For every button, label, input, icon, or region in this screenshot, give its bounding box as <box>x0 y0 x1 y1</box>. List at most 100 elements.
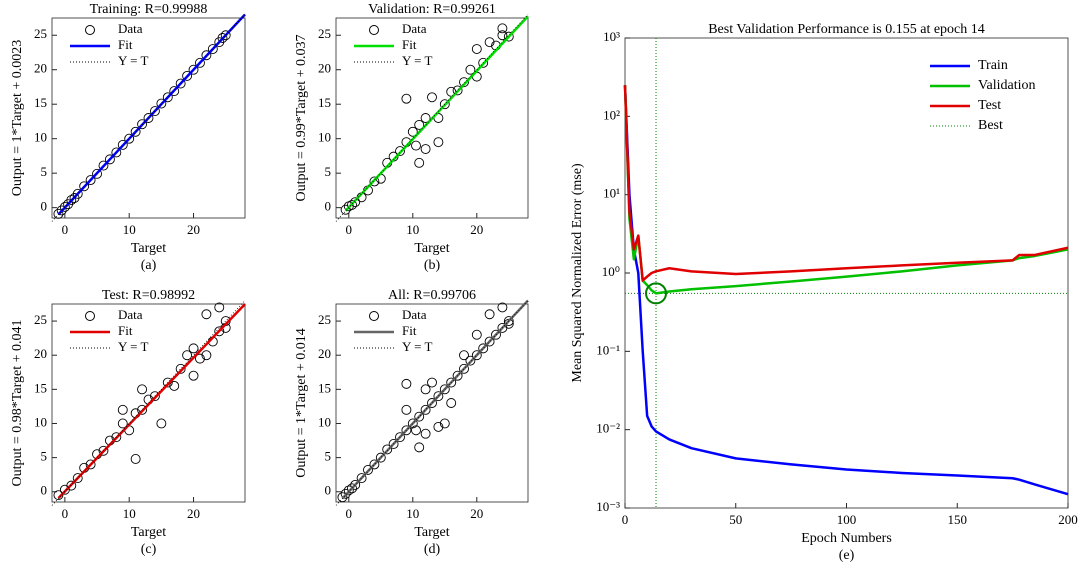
data-point <box>388 439 399 449</box>
data-point <box>452 85 463 96</box>
data-point <box>439 384 450 395</box>
data-point <box>85 175 96 186</box>
y-axis-label: Output = 0.98*Target + 0.041 <box>10 320 25 487</box>
data-point <box>347 483 357 494</box>
data-point <box>220 30 231 41</box>
legend-label: Train <box>978 58 1008 73</box>
y-tick-label: 10 <box>318 414 331 429</box>
data-point <box>111 432 122 443</box>
data-point <box>117 139 128 150</box>
x-axis-label: Target <box>131 241 166 256</box>
y-tick-label: 10⁻² <box>596 421 620 436</box>
data-point <box>340 488 351 499</box>
axes-box <box>335 303 529 503</box>
data-point <box>427 92 437 103</box>
data-point <box>188 343 199 354</box>
data-point <box>156 98 167 109</box>
data-point <box>350 197 361 208</box>
data-point <box>137 404 148 415</box>
y-tick-label: 25 <box>318 26 331 41</box>
x-tick-label: 0 <box>62 222 69 237</box>
data-point <box>382 444 393 455</box>
data-point <box>420 384 431 395</box>
x-tick-label: 10 <box>123 222 136 237</box>
data-point <box>117 404 128 415</box>
data-point <box>214 302 225 313</box>
data-point <box>340 204 351 215</box>
y-tick-label: 20 <box>34 346 47 361</box>
data-point <box>92 168 102 179</box>
y-tick-label: 0 <box>325 199 332 214</box>
y-tick-label: 20 <box>318 61 331 76</box>
data-point <box>130 454 141 464</box>
fit-line <box>57 13 246 216</box>
data-point <box>188 64 199 75</box>
legend-label: Y = T <box>118 339 149 354</box>
x-axis-label: Target <box>414 525 449 540</box>
data-point <box>356 473 367 484</box>
x-tick-label: 10 <box>123 506 136 521</box>
legend-marker <box>369 311 379 321</box>
legend-label: Data <box>402 307 427 322</box>
y-tick-label: 5 <box>325 449 332 464</box>
data-point <box>459 77 469 88</box>
data-point <box>66 195 77 206</box>
data-point <box>143 113 154 123</box>
y-tick-label: 0 <box>325 483 332 498</box>
y-axis-label: Output = 0.99*Target + 0.037 <box>294 35 309 202</box>
data-point <box>72 188 83 199</box>
data-point <box>484 37 495 48</box>
data-point <box>117 418 128 429</box>
series-line <box>623 85 1069 282</box>
x-tick-label: 20 <box>187 506 200 521</box>
legend-marker <box>85 311 95 321</box>
axes-box <box>335 17 529 219</box>
data-point <box>491 329 501 340</box>
data-point <box>350 479 361 490</box>
data-point <box>427 377 437 388</box>
y-tick-label: 15 <box>318 380 331 395</box>
y-tick-label: 10 <box>318 130 331 145</box>
legend-label: Fit <box>402 37 417 52</box>
data-point <box>182 350 193 361</box>
data-point <box>53 208 64 219</box>
x-axis-label: Target <box>131 525 166 540</box>
data-point <box>79 181 90 192</box>
data-point <box>471 44 482 54</box>
data-point <box>459 363 469 374</box>
data-point <box>343 485 354 496</box>
legend-label: Y = T <box>402 339 433 354</box>
data-point <box>162 377 173 388</box>
data-point <box>124 133 135 144</box>
x-tick-label: 0 <box>346 222 353 237</box>
data-point <box>401 378 412 389</box>
data-point <box>137 384 148 395</box>
x-tick-label: 20 <box>470 506 483 521</box>
data-point <box>375 452 386 463</box>
legend-label: Data <box>402 21 427 36</box>
chart-title: Validation: R=0.99261 <box>368 2 496 17</box>
legend-label: Best <box>978 118 1003 133</box>
legend-label: Data <box>118 307 143 322</box>
data-point <box>401 404 412 415</box>
data-point <box>59 202 70 212</box>
data-point <box>98 160 109 171</box>
y-axis-label: Output = 1*Target + 0.0023 <box>10 40 25 196</box>
data-point <box>420 428 431 439</box>
data-point <box>420 404 431 415</box>
data-point <box>98 445 109 456</box>
x-tick-label: 200 <box>1058 512 1078 527</box>
data-point <box>433 391 444 402</box>
y-tick-label: 0 <box>41 199 48 214</box>
caption: (d) <box>424 542 441 557</box>
data-point <box>414 442 425 453</box>
x-tick-label: 50 <box>729 512 742 527</box>
data-point <box>111 147 122 158</box>
legend-label: Y = T <box>118 53 149 68</box>
data-point <box>395 146 405 157</box>
data-point <box>420 144 431 154</box>
data-point <box>497 23 508 34</box>
data-point <box>497 30 508 41</box>
data-point <box>201 350 212 361</box>
